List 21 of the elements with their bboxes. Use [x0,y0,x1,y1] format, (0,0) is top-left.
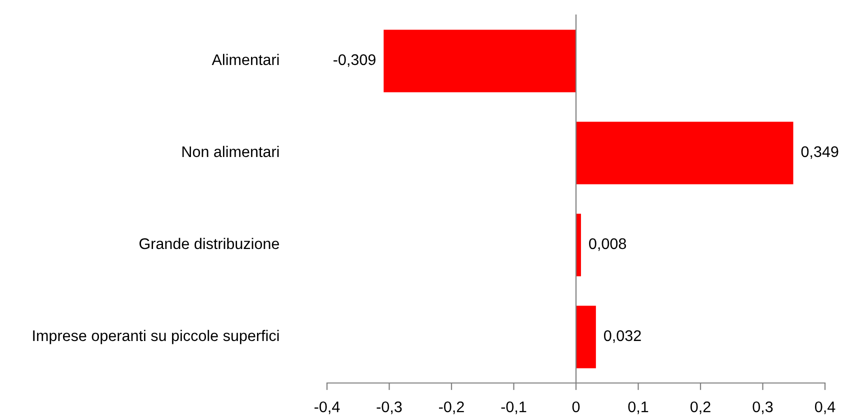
bar [576,306,596,368]
data-label: 0,032 [604,330,641,343]
x-tick-label: -0,4 [314,401,340,414]
x-tick-label: -0,2 [439,401,464,414]
x-tick-label: -0,3 [376,401,402,414]
x-tick-label: -0,1 [501,401,526,414]
x-tick-label: 0 [572,401,580,412]
bar [384,30,576,92]
x-tick-label: 0,2 [690,401,710,414]
y-tick-label: Imprese operanti su piccole superfici [33,330,279,344]
data-label: -0,309 [334,54,376,67]
x-tick-label: 0,3 [752,401,773,414]
x-tick-label: 0,4 [814,401,836,414]
y-tick-label: Non alimentari [182,146,279,158]
y-tick-label: Grande distribuzione [139,238,280,250]
data-label: 0,349 [801,146,838,159]
bar [576,214,581,276]
x-tick-label: 0,1 [628,401,648,414]
y-tick-label: Alimentari [212,54,279,66]
data-label: 0,008 [589,238,626,251]
bar [576,122,794,184]
